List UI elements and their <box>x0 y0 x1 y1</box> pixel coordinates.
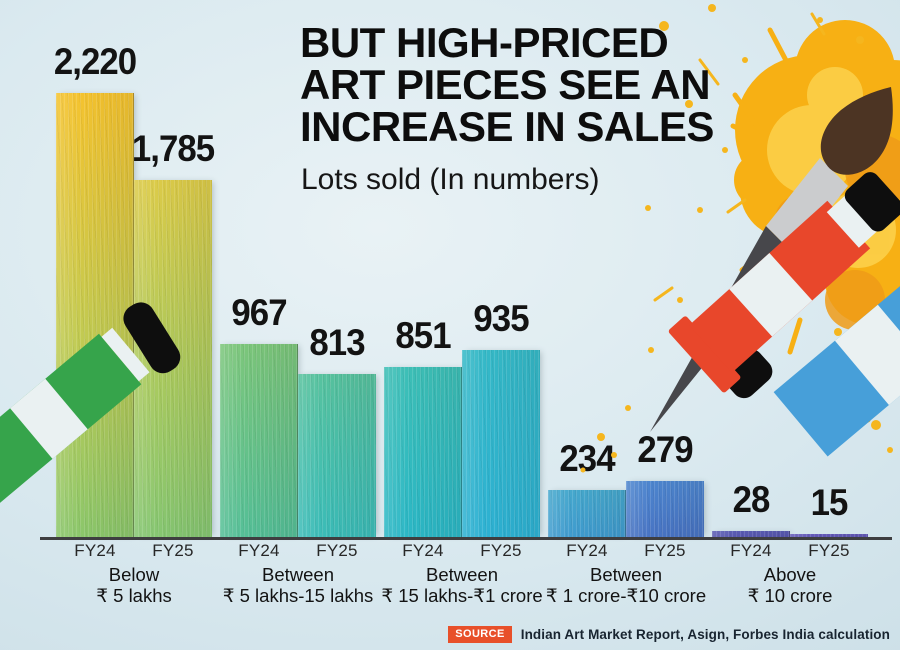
bar-column: 1,785 <box>132 128 215 537</box>
series-label: FY24 <box>730 541 772 560</box>
series-label: FY25 <box>644 541 686 560</box>
bar-group: 28 15 FY24 FY25 Above ₹ 10 crore <box>712 0 868 650</box>
bar-pair: 28 15 <box>712 479 868 537</box>
series-label: FY24 <box>566 541 608 560</box>
series-label-row: FY24 FY25 <box>56 541 212 561</box>
category-label: Between ₹ 1 crore-₹10 crore <box>534 564 718 606</box>
series-label: FY25 <box>808 541 850 560</box>
bar-fy24 <box>56 93 134 537</box>
bar-value-label: 1,785 <box>131 128 215 169</box>
bar-fy25 <box>462 350 540 537</box>
bar-pair: 2,220 1,785 <box>54 41 215 537</box>
bar-value-label: 15 <box>810 482 849 523</box>
category-label: Between ₹ 15 lakhs-₹1 crore <box>370 564 554 606</box>
bar-value-label: 279 <box>637 429 693 470</box>
bar-group: 851 935 FY24 FY25 Between ₹ 15 lakhs-₹1 crore <box>381 0 542 650</box>
category-label-line: ₹ 5 lakhs-15 lakhs <box>222 584 374 606</box>
bar-value-label: 28 <box>732 479 771 520</box>
category-label-line: Below <box>108 564 160 585</box>
bar-fy24 <box>384 367 462 537</box>
bar-fy25 <box>298 374 376 537</box>
bar-value-label: 851 <box>395 315 451 356</box>
category-label-line: Above <box>763 564 817 585</box>
title-line-2: ART PIECES SEE AN <box>300 61 711 108</box>
bar-pair: 967 813 <box>220 292 376 537</box>
category-label: Below ₹ 5 lakhs <box>42 564 226 606</box>
series-label: FY25 <box>316 541 358 560</box>
bar-column: 279 <box>626 429 704 537</box>
category-label-line: Between <box>426 564 498 585</box>
category-label: Between ₹ 5 lakhs-15 lakhs <box>206 564 390 606</box>
bar-value-label: 967 <box>231 292 287 333</box>
bar-value-label: 234 <box>559 438 615 479</box>
bar-column: 15 <box>790 482 868 537</box>
series-label-row: FY24 FY25 <box>548 541 704 561</box>
series-label-row: FY24 FY25 <box>712 541 868 561</box>
bar-chart: 2,220 1,785 FY24 FY25 Below ₹ 5 lakhs 967 813 FY… <box>54 0 868 650</box>
bar-group: 967 813 FY24 FY25 Between ₹ 5 lakhs-15 lakhs <box>220 0 376 650</box>
category-label-line: ₹ 5 lakhs <box>96 584 172 606</box>
category-label-line: ₹ 1 crore-₹10 crore <box>545 584 707 606</box>
title-line-1: BUT HIGH-PRICED <box>300 19 669 66</box>
bar-value-label: 935 <box>473 298 529 339</box>
bar-pair: 851 935 <box>384 298 540 537</box>
source-text: Indian Art Market Report, Asign, Forbes … <box>520 627 890 642</box>
source-line: SOURCE Indian Art Market Report, Asign, … <box>448 626 890 643</box>
bar-column: 851 <box>384 315 462 537</box>
bar-value-label: 2,220 <box>53 41 137 82</box>
x-axis-line <box>40 537 892 540</box>
series-label: FY25 <box>480 541 522 560</box>
series-label: FY25 <box>152 541 194 560</box>
bar-fy25 <box>626 481 704 537</box>
bar-column: 967 <box>220 292 298 537</box>
category-label: Above ₹ 10 crore <box>698 564 882 606</box>
bar-fy24 <box>220 344 298 537</box>
bar-column: 813 <box>298 322 376 537</box>
bar-fy24 <box>548 490 626 537</box>
bar-fy25 <box>134 180 212 537</box>
series-label: FY24 <box>74 541 116 560</box>
bar-group: 2,220 1,785 FY24 FY25 Below ₹ 5 lakhs <box>54 0 215 650</box>
category-label-line: Between <box>590 564 662 585</box>
series-label-row: FY24 FY25 <box>384 541 540 561</box>
bar-fy25 <box>790 534 868 537</box>
bar-column: 935 <box>462 298 540 537</box>
page-title: BUT HIGH-PRICED ART PIECES SEE AN INCREA… <box>300 22 714 148</box>
bar-pair: 234 279 <box>548 429 704 537</box>
title-line-3: INCREASE IN SALES <box>300 103 714 150</box>
bar-group: 234 279 FY24 FY25 Between ₹ 1 crore-₹10 crore <box>546 0 706 650</box>
bar-column: 2,220 <box>54 41 137 537</box>
bar-value-label: 813 <box>309 322 365 363</box>
bar-column: 28 <box>712 479 790 537</box>
category-label-line: ₹ 10 crore <box>747 584 833 606</box>
chart-subtitle: Lots sold (In numbers) <box>301 163 600 196</box>
bar-column: 234 <box>548 438 626 537</box>
bar-fy24 <box>712 531 790 537</box>
category-label-line: Between <box>262 564 334 585</box>
category-label-line: ₹ 15 lakhs-₹1 crore <box>381 584 543 606</box>
series-label-row: FY24 FY25 <box>220 541 376 561</box>
series-label: FY24 <box>402 541 444 560</box>
series-label: FY24 <box>238 541 280 560</box>
source-badge: SOURCE <box>448 626 512 643</box>
